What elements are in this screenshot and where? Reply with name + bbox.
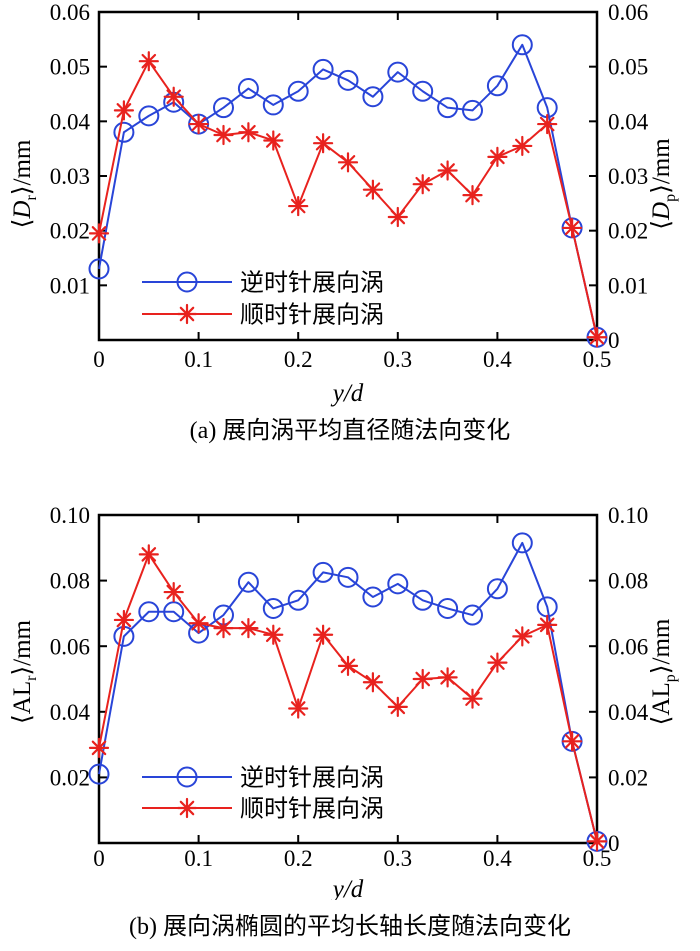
series-markers-1 [88, 544, 608, 852]
svg-text:0.08: 0.08 [608, 569, 648, 594]
svg-text:0.3: 0.3 [383, 347, 412, 372]
legend-marker [176, 797, 198, 819]
svg-text:0.01: 0.01 [608, 273, 648, 298]
legend-label: 逆时针展向涡 [240, 269, 384, 296]
y-axis-label-left: ⟨Dr⟩/mm [9, 139, 40, 228]
x-tick-labels: 0 0.1 0.2 0.3 0.4 0.5 [93, 846, 611, 871]
legend-entry-1: 顺时针展向涡 [142, 795, 384, 822]
x-axis-label: y/d [330, 380, 364, 407]
svg-text:0: 0 [608, 328, 620, 353]
x-axis-ticks [197, 12, 499, 340]
y-axis-ticks [99, 579, 597, 779]
legend-entry-0: 逆时针展向涡 [142, 764, 384, 791]
chart-b-canvas: 0 0.1 0.2 0.3 0.4 0.50.020.040.060.080.1000.0… [9, 503, 679, 900]
svg-text:0.2: 0.2 [284, 347, 313, 372]
y-tick-labels-right: 0 0.01 0.02 0.03 0.04 0.05 0.06 [608, 0, 649, 353]
svg-text:0.05: 0.05 [608, 55, 648, 80]
y-axis-label-left: ⟨ALr⟩/mm [9, 619, 40, 724]
svg-text:0.10: 0.10 [50, 503, 90, 528]
chart-a-canvas: 0 0.1 0.2 0.3 0.4 0.5 0.01 0.02 0.03 0.04 0.05 0.06… [9, 0, 679, 407]
y-axis-ticks [99, 65, 597, 287]
svg-text:0.02: 0.02 [608, 219, 648, 244]
svg-text:0.4: 0.4 [483, 846, 512, 871]
svg-text:0.03: 0.03 [50, 164, 90, 189]
x-tick-labels: 0 0.1 0.2 0.3 0.4 0.5 [93, 347, 611, 372]
svg-text:0.06: 0.06 [608, 634, 648, 659]
legend-marker [176, 303, 198, 325]
svg-text:0.5: 0.5 [583, 347, 612, 372]
svg-text:0.1: 0.1 [184, 846, 213, 871]
x-axis-ticks [197, 515, 499, 843]
svg-text:0.01: 0.01 [50, 273, 90, 298]
svg-text:0.04: 0.04 [608, 700, 649, 725]
y-axis-label-right: ⟨Dp⟩/mm [648, 138, 679, 230]
y-tick-labels-right: 0 0.02 0.04 0.06 0.08 0.10 [608, 503, 649, 856]
series-markers-0 [88, 532, 608, 852]
svg-text:0.08: 0.08 [50, 569, 90, 594]
series-line-0 [98, 541, 598, 842]
svg-text:0.02: 0.02 [608, 765, 648, 790]
svg-text:0.04: 0.04 [50, 700, 91, 725]
svg-text:0.04: 0.04 [50, 109, 91, 134]
x-axis-label: y/d [330, 876, 364, 900]
svg-text:0.1: 0.1 [184, 347, 213, 372]
legend-label: 顺时针展向涡 [240, 301, 384, 328]
svg-text:0.2: 0.2 [284, 846, 313, 871]
svg-text:0.02: 0.02 [50, 765, 90, 790]
legend-label: 逆时针展向涡 [240, 764, 384, 791]
chart-a-caption: (a) 展向涡平均直径随法向变化 [189, 418, 511, 444]
legend-marker [176, 271, 198, 293]
svg-text:0.06: 0.06 [50, 0, 90, 25]
svg-text:0: 0 [93, 846, 105, 871]
legend-entry-1: 顺时针展向涡 [142, 301, 384, 328]
svg-text:0: 0 [608, 831, 620, 856]
chart-b-caption: (b) 展向涡椭圆的平均长轴长度随法向变化 [129, 914, 571, 940]
legend-label: 顺时针展向涡 [240, 795, 384, 822]
svg-text:0.03: 0.03 [608, 164, 648, 189]
svg-text:0.4: 0.4 [483, 347, 512, 372]
svg-text:0.10: 0.10 [608, 503, 648, 528]
axis-box [97, 513, 599, 845]
svg-text:0.05: 0.05 [50, 55, 90, 80]
series-line-0 [98, 43, 598, 338]
y-tick-labels-left: 0.01 0.02 0.03 0.04 0.05 0.06 [50, 0, 91, 298]
y-tick-labels-left: 0.02 0.04 0.06 0.08 0.10 [50, 503, 91, 790]
svg-text:0.02: 0.02 [50, 219, 90, 244]
svg-text:0.06: 0.06 [608, 0, 648, 25]
legend-marker [176, 766, 198, 788]
legend-entry-0: 逆时针展向涡 [142, 269, 384, 296]
series-markers-1 [88, 51, 608, 348]
svg-text:0.3: 0.3 [383, 846, 412, 871]
series-markers-0 [88, 34, 608, 348]
svg-text:0.04: 0.04 [608, 109, 649, 134]
svg-text:0: 0 [93, 347, 105, 372]
y-axis-label-right: ⟨ALp⟩/mm [648, 618, 679, 725]
svg-text:0.06: 0.06 [50, 634, 90, 659]
